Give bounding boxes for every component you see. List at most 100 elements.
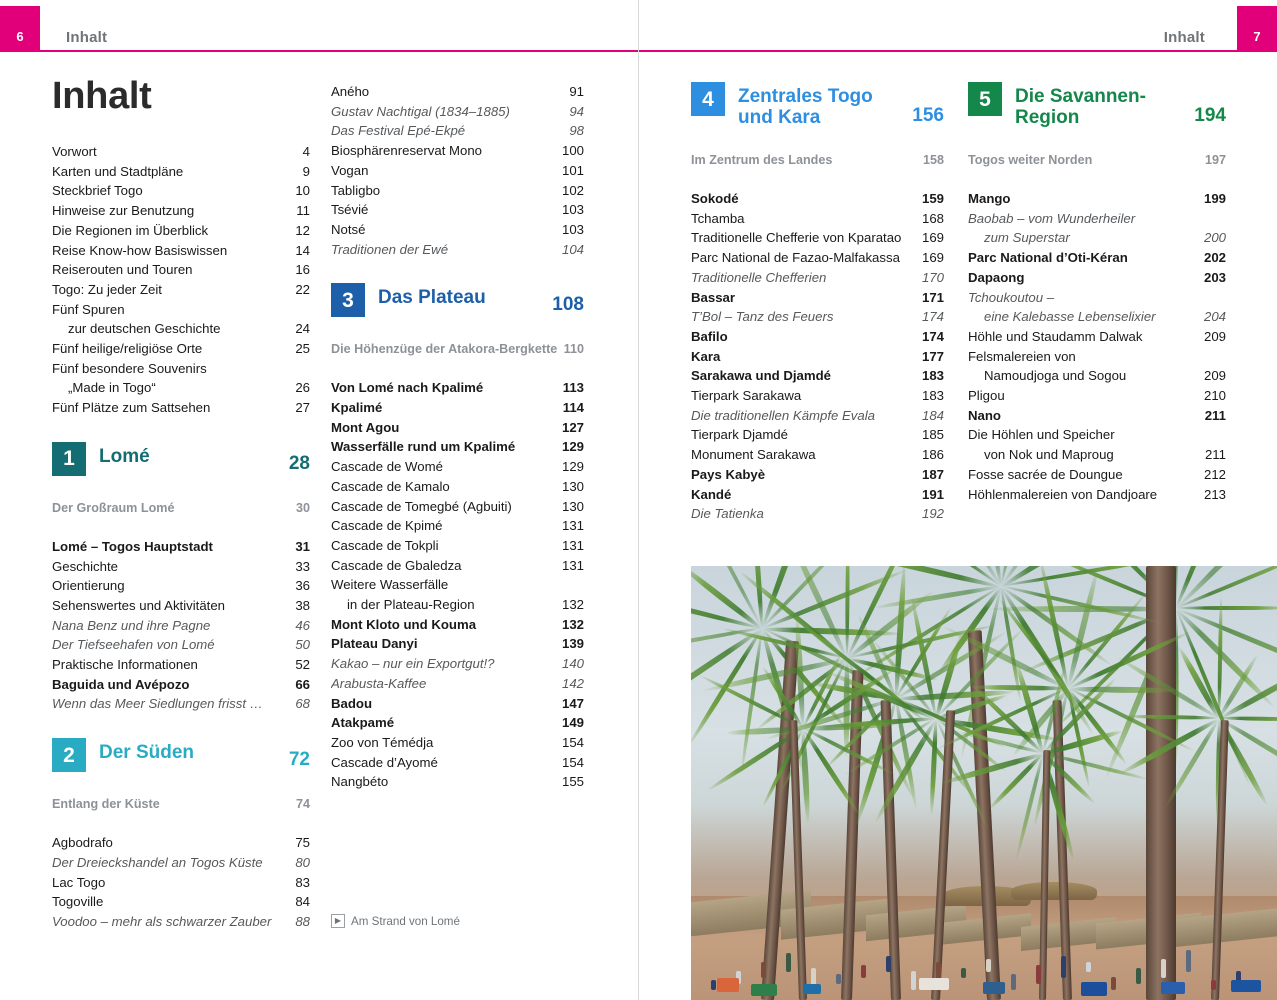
toc-entry[interactable]: Baguida und Avépozo 66 — [52, 675, 310, 695]
toc-entry[interactable]: von Nok und Maproug 211 — [968, 445, 1226, 465]
toc-entry[interactable]: Tchamba 168 — [691, 209, 944, 229]
toc-entry[interactable]: Kpalimé 114 — [331, 398, 584, 418]
toc-entry[interactable]: Reiserouten und Touren 16 — [52, 260, 310, 280]
toc-entry[interactable]: Fünf Plätze zum Sattsehen 27 — [52, 398, 310, 418]
chapter-banner-1[interactable]: 1 Lomé 28 — [52, 441, 310, 476]
toc-entry[interactable]: Wenn das Meer Siedlungen frisst … 68 — [52, 694, 310, 714]
toc-entry[interactable]: Mango 199 — [968, 189, 1226, 209]
toc-entry[interactable]: Agbodrafo 75 — [52, 833, 310, 853]
toc-entry[interactable]: Bafilo 174 — [691, 327, 944, 347]
toc-entry[interactable]: Karten und Stadtpläne 9 — [52, 162, 310, 182]
toc-entry-title: Tierpark Sarakawa — [691, 388, 802, 404]
section-page: 74 — [295, 797, 310, 812]
toc-entry[interactable]: eine Kalebasse Lebenselixier 204 — [968, 307, 1226, 327]
toc-entry[interactable]: Cascade de Kamalo 130 — [331, 477, 584, 497]
chapter-banner-5[interactable]: 5 Die Savannen- Region 194 — [968, 82, 1226, 128]
toc-entry[interactable]: Der Dreieckshandel an Togos Küste 80 — [52, 853, 310, 873]
toc-entry[interactable]: Nana Benz und ihre Pagne 46 — [52, 616, 310, 636]
toc-entry[interactable]: Tierpark Sarakawa 183 — [691, 386, 944, 406]
toc-entry[interactable]: Bassar 171 — [691, 288, 944, 308]
toc-entry[interactable]: Kara 177 — [691, 347, 944, 367]
chapter-banner-2[interactable]: 2 Der Süden 72 — [52, 738, 310, 773]
toc-entry[interactable]: Die Tatienka 192 — [691, 504, 944, 524]
toc-entry[interactable]: Tchoukoutou –0 — [968, 288, 1226, 308]
photo-person — [1086, 962, 1091, 972]
chapter-banner-3[interactable]: 3 Das Plateau 108 — [331, 283, 584, 318]
toc-entry[interactable]: Parc National d’Oti-Kéran 202 — [968, 248, 1226, 268]
toc-entry[interactable]: Fünf besondere Souvenirs0 — [52, 359, 310, 379]
toc-entry[interactable]: Parc National de Fazao-Malfakassa 169 — [691, 248, 944, 268]
toc-entry[interactable]: Nano 211 — [968, 406, 1226, 426]
toc-entry[interactable]: Traditionen der Ewé 104 — [331, 240, 584, 260]
toc-entry[interactable]: Togo: Zu jeder Zeit 22 — [52, 280, 310, 300]
toc-entry[interactable]: zum Superstar 200 — [968, 228, 1226, 248]
toc-entry[interactable]: T’Bol – Tanz des Feuers 174 — [691, 307, 944, 327]
toc-entry[interactable]: Lomé – Togos Hauptstadt 31 — [52, 537, 310, 557]
toc-entry[interactable]: Cascade de Kpimé 131 — [331, 516, 584, 536]
toc-entry[interactable]: Höhlenmalereien von Dandjoare 213 — [968, 485, 1226, 505]
toc-entry[interactable]: Höhle und Staudamm Dalwak 209 — [968, 327, 1226, 347]
toc-entry[interactable]: Monument Sarakawa 186 — [691, 445, 944, 465]
toc-entry[interactable]: Felsmalereien von0 — [968, 347, 1226, 367]
toc-entry[interactable]: Lac Togo 83 — [52, 873, 310, 893]
toc-entry[interactable]: Kandé 191 — [691, 485, 944, 505]
toc-entry[interactable]: Mont Kloto und Kouma 132 — [331, 615, 584, 635]
header-rule — [0, 50, 638, 52]
toc-entry[interactable]: Aného 91 — [331, 82, 584, 102]
toc-entry[interactable]: Tierpark Djamdé 185 — [691, 425, 944, 445]
toc-entry[interactable]: Plateau Danyi 139 — [331, 634, 584, 654]
chapter-banner-4[interactable]: 4 Zentrales Togo und Kara 156 — [691, 82, 944, 128]
toc-entry[interactable]: Das Festival Epé-Ekpé 98 — [331, 121, 584, 141]
toc-entry[interactable]: Fosse sacrée de Doungue 212 — [968, 465, 1226, 485]
toc-entry[interactable]: Namoudjoga und Sogou 209 — [968, 366, 1226, 386]
toc-entry[interactable]: Sokodé 159 — [691, 189, 944, 209]
toc-entry[interactable]: Geschichte 33 — [52, 557, 310, 577]
toc-entry[interactable]: in der Plateau-Region 132 — [331, 595, 584, 615]
toc-entry[interactable]: Cascade de Womé 129 — [331, 457, 584, 477]
toc-entry[interactable]: Dapaong 203 — [968, 268, 1226, 288]
toc-entry[interactable]: Wasserfälle rund um Kpalimé 129 — [331, 437, 584, 457]
toc-entry[interactable]: Praktische Informationen 52 — [52, 655, 310, 675]
toc-entry[interactable]: Orientierung 36 — [52, 576, 310, 596]
toc-entry[interactable]: Der Tiefseehafen von Lomé 50 — [52, 635, 310, 655]
toc-entry[interactable]: Notsé 103 — [331, 220, 584, 240]
toc-entry[interactable]: Kakao – nur ein Exportgut!? 140 — [331, 654, 584, 674]
toc-entry[interactable]: Traditionelle Chefferie von Kparatao 169 — [691, 228, 944, 248]
toc-entry[interactable]: Voodoo – mehr als schwarzer Zauber 88 — [52, 912, 310, 932]
toc-entry[interactable]: Tabligbo 102 — [331, 181, 584, 201]
toc-entry[interactable]: Pays Kabyè 187 — [691, 465, 944, 485]
toc-entry[interactable]: Steckbrief Togo 10 — [52, 181, 310, 201]
toc-entry[interactable]: Fünf heilige/religiöse Orte 25 — [52, 339, 310, 359]
toc-entry[interactable]: Togoville 84 — [52, 892, 310, 912]
toc-entry[interactable]: Baobab – vom Wunderheiler0 — [968, 209, 1226, 229]
toc-entry[interactable]: Reise Know-how Basiswissen 14 — [52, 241, 310, 261]
toc-entry[interactable]: Die traditionellen Kämpfe Evala 184 — [691, 406, 944, 426]
toc-entry[interactable]: Vorwort 4 — [52, 142, 310, 162]
toc-entry[interactable]: Cascade de Gbaledza 131 — [331, 556, 584, 576]
toc-entry[interactable]: „Made in Togo“ 26 — [52, 378, 310, 398]
toc-entry[interactable]: Mont Agou 127 — [331, 418, 584, 438]
toc-entry[interactable]: Weitere Wasserfälle0 — [331, 575, 584, 595]
toc-entry[interactable]: Zoo von Témédja 154 — [331, 733, 584, 753]
toc-entry[interactable]: Pligou 210 — [968, 386, 1226, 406]
toc-entry[interactable]: Die Regionen im Überblick 12 — [52, 221, 310, 241]
toc-entry[interactable]: Arabusta-Kaffee 142 — [331, 674, 584, 694]
toc-entry[interactable]: Tsévié 103 — [331, 200, 584, 220]
toc-entry[interactable]: Vogan 101 — [331, 161, 584, 181]
toc-entry[interactable]: Hinweise zur Benutzung 11 — [52, 201, 310, 221]
toc-entry[interactable]: Sehenswertes und Aktivitäten 38 — [52, 596, 310, 616]
toc-entry[interactable]: Cascade d’Ayomé 154 — [331, 753, 584, 773]
toc-entry[interactable]: Atakpamé 149 — [331, 713, 584, 733]
toc-entry[interactable]: Traditionelle Chefferien 170 — [691, 268, 944, 288]
toc-entry[interactable]: Fünf Spuren0 — [52, 300, 310, 320]
toc-entry[interactable]: Badou 147 — [331, 694, 584, 714]
toc-entry[interactable]: Nangbéto 155 — [331, 772, 584, 792]
toc-entry[interactable]: Die Höhlen und Speicher0 — [968, 425, 1226, 445]
toc-entry[interactable]: Gustav Nachtigal (1834–1885) 94 — [331, 102, 584, 122]
toc-entry[interactable]: Biosphärenreservat Mono 100 — [331, 141, 584, 161]
toc-entry[interactable]: Sarakawa und Djamdé 183 — [691, 366, 944, 386]
toc-entry[interactable]: zur deutschen Geschichte 24 — [52, 319, 310, 339]
toc-entry[interactable]: Von Lomé nach Kpalimé 113 — [331, 378, 584, 398]
toc-entry[interactable]: Cascade de Tokpli 131 — [331, 536, 584, 556]
toc-entry[interactable]: Cascade de Tomegbé (Agbuiti) 130 — [331, 497, 584, 517]
